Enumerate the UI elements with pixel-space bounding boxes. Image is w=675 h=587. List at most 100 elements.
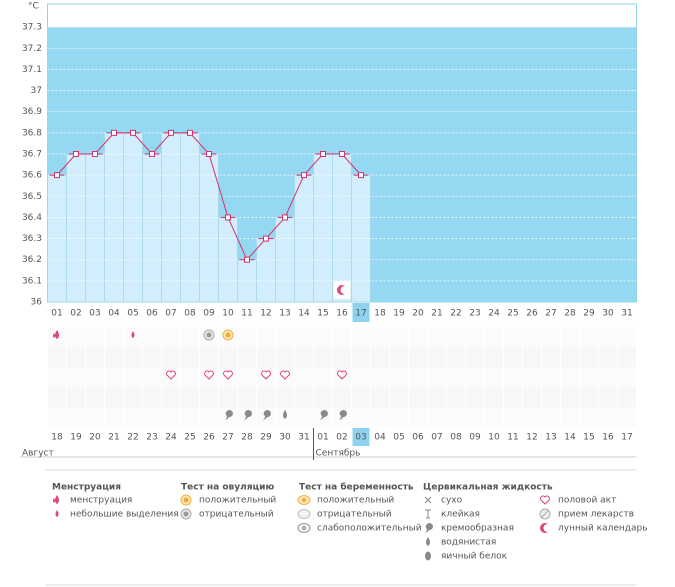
x-tick-label: 02 bbox=[70, 309, 81, 319]
icon-pr_positive bbox=[297, 495, 311, 505]
x bbox=[424, 496, 432, 504]
x-tick-label: 26 bbox=[526, 309, 538, 319]
c bbox=[206, 332, 212, 338]
point bbox=[358, 172, 364, 179]
date-label: 28 bbox=[241, 433, 253, 443]
point bbox=[149, 151, 155, 157]
row-band bbox=[47, 387, 637, 407]
bar bbox=[332, 153, 352, 303]
legend-title: Тест на беременность bbox=[299, 482, 414, 493]
date-label: 30 bbox=[279, 433, 291, 443]
y-tick-label: 37 bbox=[31, 86, 42, 96]
date-label: 19 bbox=[70, 433, 82, 443]
legend-label: сухо bbox=[441, 496, 463, 506]
drop bbox=[426, 537, 430, 546]
point bbox=[320, 151, 326, 157]
month-label: Август bbox=[22, 449, 54, 459]
date-label: 29 bbox=[260, 433, 272, 443]
x-tick-label: 23 bbox=[469, 309, 480, 319]
icon-lunar bbox=[337, 285, 349, 295]
point bbox=[206, 151, 212, 157]
legend-label: яичный белок bbox=[441, 552, 508, 562]
legend-label: прием лекарств bbox=[558, 510, 634, 520]
x-tick-label: 12 bbox=[260, 309, 271, 319]
legend-title: Менструация bbox=[52, 483, 121, 493]
bar bbox=[85, 153, 105, 303]
bar bbox=[66, 153, 86, 303]
comma bbox=[263, 410, 271, 420]
y-tick-label: 36.9 bbox=[22, 107, 42, 117]
x-tick-label: 08 bbox=[184, 309, 196, 319]
icon-ov_negative bbox=[180, 508, 192, 520]
date-label: 04 bbox=[374, 433, 386, 443]
x-tick-label: 09 bbox=[203, 309, 215, 319]
x-tick-label: 29 bbox=[583, 309, 595, 319]
date-label: 03 bbox=[355, 433, 366, 443]
icon-spotting bbox=[55, 510, 59, 517]
legend-label: половой акт bbox=[558, 496, 616, 506]
point bbox=[168, 129, 174, 136]
date-label: 01 bbox=[317, 433, 328, 443]
point bbox=[301, 172, 307, 179]
date-label: 21 bbox=[108, 433, 119, 443]
date-label: 09 bbox=[469, 433, 481, 443]
half bbox=[541, 510, 549, 518]
c bbox=[302, 526, 306, 530]
c bbox=[302, 498, 306, 502]
egg bbox=[425, 551, 431, 561]
x-tick-label: 31 bbox=[621, 309, 632, 319]
comma bbox=[425, 523, 433, 533]
c bbox=[183, 511, 189, 517]
icon-pr_weak bbox=[297, 523, 311, 533]
x-tick-label: 22 bbox=[450, 309, 461, 319]
comma bbox=[320, 410, 328, 420]
point bbox=[225, 214, 231, 221]
x-tick-label: 18 bbox=[374, 309, 386, 319]
icon-creamy bbox=[320, 410, 328, 420]
x-tick-label: 07 bbox=[165, 309, 176, 319]
month-label: Сентябрь bbox=[316, 449, 361, 459]
date-label: 10 bbox=[488, 433, 500, 443]
icon-menstruation bbox=[53, 495, 59, 504]
x-tick-label: 06 bbox=[146, 309, 158, 319]
icon-sticky bbox=[425, 509, 431, 519]
date-label: 22 bbox=[127, 433, 138, 443]
drop bbox=[283, 410, 287, 419]
legend-label: кремообразная bbox=[441, 524, 514, 534]
x-tick-label: 03 bbox=[89, 309, 100, 319]
icon-creamy bbox=[263, 410, 271, 420]
row-band bbox=[47, 347, 637, 367]
point bbox=[54, 172, 60, 179]
x-tick-label: 16 bbox=[336, 309, 348, 319]
date-label: 25 bbox=[184, 433, 195, 443]
c bbox=[225, 332, 231, 338]
y-tick-label: 36.3 bbox=[22, 234, 42, 244]
date-label: 13 bbox=[545, 433, 556, 443]
icon-intercourse bbox=[223, 370, 233, 380]
icon-ov_negative bbox=[203, 329, 215, 341]
x-tick-label: 21 bbox=[431, 309, 442, 319]
c bbox=[183, 497, 189, 503]
point bbox=[73, 151, 79, 157]
date-label: 05 bbox=[393, 433, 404, 443]
point bbox=[92, 151, 98, 157]
drop bbox=[53, 495, 59, 504]
date-label: 18 bbox=[51, 433, 63, 443]
heart bbox=[540, 495, 550, 505]
t bbox=[425, 509, 431, 519]
comma bbox=[225, 410, 233, 420]
icon-creamy bbox=[225, 410, 233, 420]
drop bbox=[131, 331, 135, 338]
c bbox=[297, 509, 311, 519]
y-tick-label: 36.1 bbox=[22, 276, 42, 286]
heart bbox=[204, 370, 214, 380]
legend-label: клейкая bbox=[441, 510, 480, 520]
y-tick-label: 36.8 bbox=[22, 128, 42, 138]
point bbox=[111, 129, 117, 136]
x-tick-label: 30 bbox=[602, 309, 614, 319]
x-tick-label: 28 bbox=[564, 309, 576, 319]
heart bbox=[261, 370, 271, 380]
icon-intercourse bbox=[540, 495, 550, 505]
row-band bbox=[47, 367, 637, 387]
y-tick-label: 37.1 bbox=[22, 65, 42, 75]
